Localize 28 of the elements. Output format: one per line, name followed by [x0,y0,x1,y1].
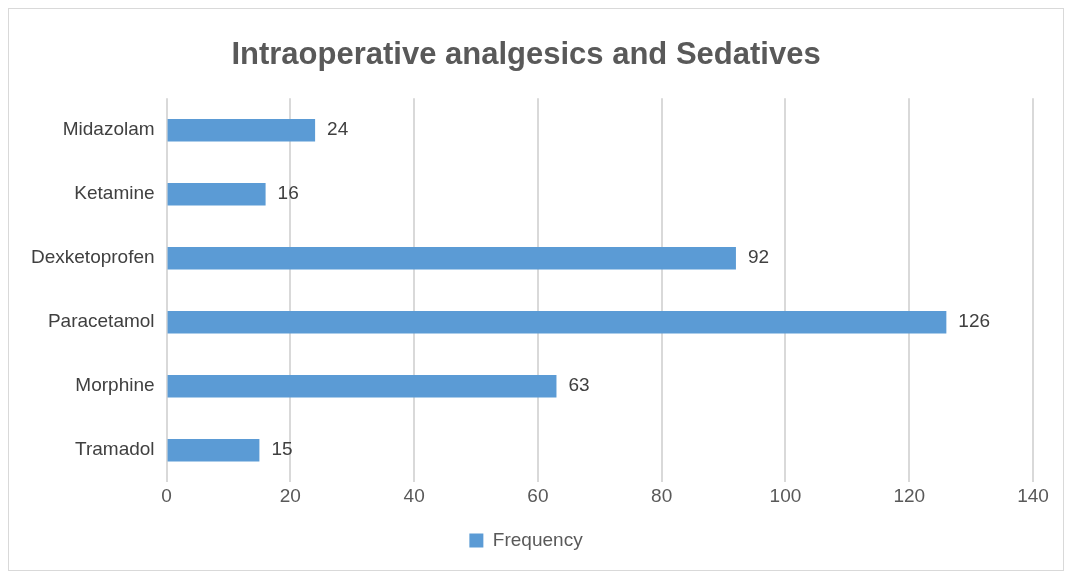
data-label: 16 [277,182,299,204]
bar [167,183,266,206]
x-tick-label: 40 [403,484,425,506]
y-tick-label: Ketamine [74,182,155,204]
data-label: 92 [747,246,770,268]
data-label: 15 [271,438,293,460]
data-label: 63 [568,374,590,396]
bar [167,375,557,398]
data-label: 126 [958,310,991,332]
y-tick-label: Tramadol [75,438,155,460]
bar [167,311,947,334]
y-tick-label: Dexketoprofen [31,246,155,268]
x-tick-label: 60 [527,484,549,506]
bar [167,247,736,270]
x-tick-label: 20 [279,484,301,506]
x-tick-label: 0 [161,484,172,506]
chart-title: Intraoperative analgesics and Sedatives [231,36,821,72]
y-tick-label: Midazolam [62,118,155,140]
bar [167,439,260,462]
x-tick-label: 140 [1017,484,1049,506]
x-tick-label: 100 [769,484,802,506]
y-tick-label: Morphine [75,374,155,396]
data-label: 24 [327,118,349,140]
x-tick-label: 120 [893,484,926,506]
legend-label: Frequency [492,528,584,550]
bar [167,119,316,142]
y-tick-label: Paracetamol [47,310,155,332]
x-tick-label: 80 [651,484,673,506]
